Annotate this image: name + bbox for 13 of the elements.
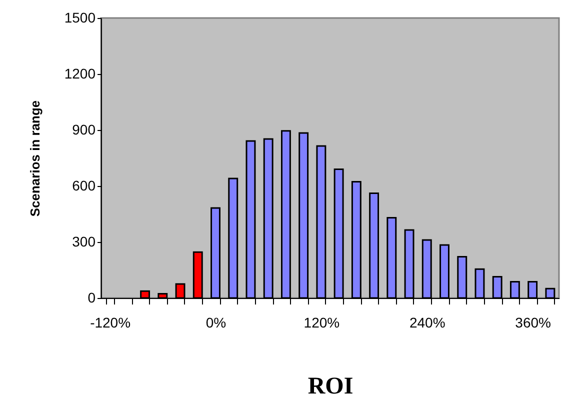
x-tick-label: 0% — [206, 314, 226, 330]
x-tick-label: 240% — [409, 314, 446, 330]
y-tick-label: 1200 — [64, 66, 96, 82]
x-tick-label: -120% — [90, 314, 131, 330]
y-tick-label: 900 — [72, 122, 96, 138]
y-axis-title: Scenarios in range — [27, 100, 42, 217]
x-tick-label: 120% — [304, 314, 340, 330]
y-tick-label: 300 — [72, 234, 96, 250]
x-axis-title: ROI — [308, 374, 354, 400]
y-tick-label: 0 — [88, 290, 96, 306]
x-tick-label: 360% — [515, 314, 551, 330]
y-tick-label: 1500 — [64, 10, 96, 26]
y-tick-label: 600 — [72, 178, 96, 194]
